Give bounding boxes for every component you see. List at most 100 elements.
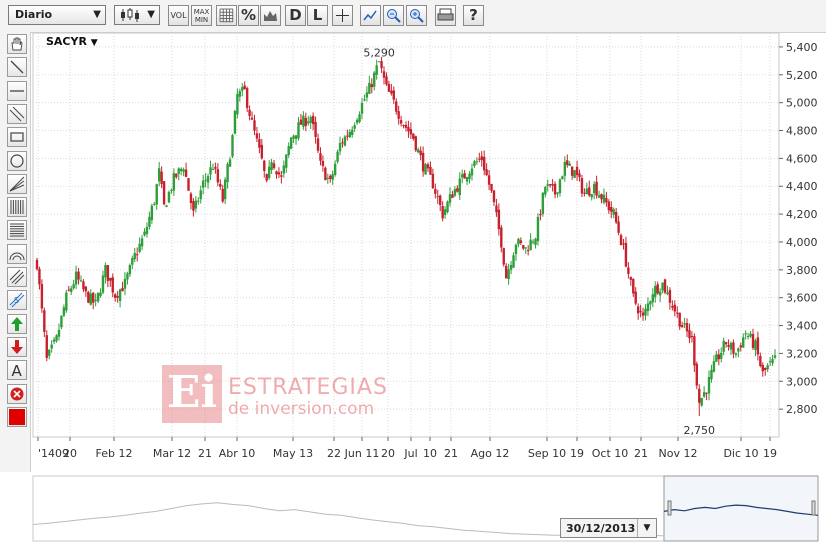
candle-body [705, 392, 708, 394]
volume-button[interactable]: VOL [168, 5, 189, 26]
daily-button[interactable]: D [285, 5, 306, 26]
sell-arrow-tool[interactable] [7, 336, 27, 357]
hand-icon [11, 37, 23, 51]
fibonacci-tool[interactable] [7, 197, 27, 218]
y-tick-label: 4,400 [786, 180, 818, 193]
zoom-in-button[interactable] [406, 5, 427, 26]
candle-body [309, 117, 312, 123]
candle-body [441, 206, 444, 219]
navigator-handle[interactable] [811, 500, 816, 516]
svg-text:A: A [12, 362, 23, 379]
navigator-history-line [32, 502, 665, 537]
candle-body [558, 179, 562, 194]
candle-body [346, 135, 349, 137]
help-button[interactable]: ? [463, 5, 484, 26]
maxmin-button[interactable]: MAX MIN [191, 5, 212, 26]
candle-body [634, 291, 637, 304]
navigator-selection[interactable] [663, 475, 819, 542]
color-picker-tool[interactable] [7, 406, 27, 427]
percent-button[interactable]: % [238, 5, 259, 26]
candle-body [742, 337, 745, 348]
candle-body [439, 195, 442, 205]
hand-tool[interactable] [7, 34, 27, 54]
delete-tool[interactable] [7, 383, 27, 404]
candle-body [216, 169, 220, 183]
color-picker-icon [9, 408, 25, 425]
chart-type-select[interactable]: ▼ [114, 5, 160, 25]
candle-body [184, 169, 188, 177]
candle-body [87, 291, 90, 303]
candle-body [294, 135, 298, 139]
rectangle-tool[interactable] [7, 127, 27, 148]
candle-body [739, 345, 742, 348]
candle-body [189, 193, 193, 203]
fan-tool[interactable] [7, 173, 27, 194]
candle-body [693, 336, 696, 366]
watermark-logo: Ei ESTRATEGIAS de inversion.com [162, 365, 387, 425]
candle-body [355, 119, 359, 123]
zoom-button[interactable] [360, 5, 381, 26]
zoom-out-button[interactable] [383, 5, 404, 26]
candle-body [431, 173, 435, 189]
linear-button[interactable]: L [307, 5, 328, 26]
candle-body [358, 114, 361, 122]
candle-body [65, 292, 68, 311]
print-button[interactable] [435, 5, 456, 26]
candle-body [546, 184, 549, 186]
candle-body [348, 131, 351, 138]
line-tool[interactable] [7, 57, 27, 78]
candle-body [517, 238, 520, 245]
arc-tool[interactable] [7, 243, 27, 264]
candle-body [382, 71, 386, 78]
candle-body [551, 184, 554, 186]
candle-body [106, 265, 110, 281]
candle-body [77, 271, 80, 280]
grid-button[interactable] [216, 5, 237, 26]
candle-body [131, 258, 134, 265]
candle-body [285, 154, 288, 168]
candle-body [351, 129, 354, 136]
candle-body [101, 275, 105, 293]
parallel-lines-tool[interactable] [7, 103, 27, 124]
candle-body [128, 265, 132, 275]
period-select[interactable]: Diario ▼ [8, 5, 106, 25]
speed-lines-tool[interactable]: S [7, 290, 27, 311]
candle-body [453, 189, 457, 196]
candle-body [192, 201, 195, 211]
ticker-select[interactable]: SACYR ▼ [46, 35, 98, 48]
zoom-in-icon [410, 9, 424, 23]
watermark-mark: Ei [162, 365, 222, 423]
retracement-icon [10, 223, 24, 237]
y-tick-label: 2,800 [786, 403, 818, 416]
candle-body [512, 255, 515, 268]
channel-tool[interactable] [7, 267, 27, 287]
text-tool[interactable]: A [7, 360, 27, 381]
candle-body [377, 61, 381, 63]
buy-arrow-tool[interactable] [7, 313, 27, 334]
retracement-tool[interactable] [7, 220, 27, 241]
candle-body [764, 367, 767, 370]
candle-body [656, 284, 659, 294]
candle-body [385, 76, 388, 85]
candle-body [179, 168, 183, 172]
candle-body [566, 160, 569, 165]
chevron-down-icon: ▼ [93, 9, 101, 20]
candle-body [319, 153, 322, 161]
candle-body [387, 83, 391, 92]
compare-button[interactable] [260, 5, 281, 26]
candle-body [360, 103, 364, 114]
crosshair-button[interactable] [332, 5, 353, 26]
candle-body [732, 342, 735, 354]
horizontal-line-tool[interactable] [7, 80, 27, 101]
candle-body [402, 124, 405, 126]
candle-body [143, 231, 146, 236]
candle-body [365, 92, 369, 98]
candle-body [456, 188, 459, 192]
compare-icon [264, 11, 277, 21]
navigator-handle[interactable] [667, 500, 672, 516]
candle-body [199, 190, 202, 200]
x-tick-label: Ago 12 [471, 447, 510, 460]
circle-tool[interactable] [7, 150, 27, 171]
navigator-date-select[interactable]: 30/12/2013 ▼ [560, 518, 657, 538]
